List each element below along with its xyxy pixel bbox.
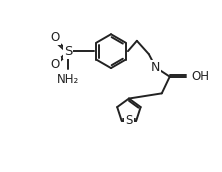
Text: S: S xyxy=(125,114,133,127)
Text: OH: OH xyxy=(191,70,209,83)
Text: S: S xyxy=(64,45,72,58)
Text: N: N xyxy=(151,61,161,74)
Text: NH₂: NH₂ xyxy=(57,73,79,87)
Text: O: O xyxy=(51,31,60,44)
Text: O: O xyxy=(51,58,60,71)
